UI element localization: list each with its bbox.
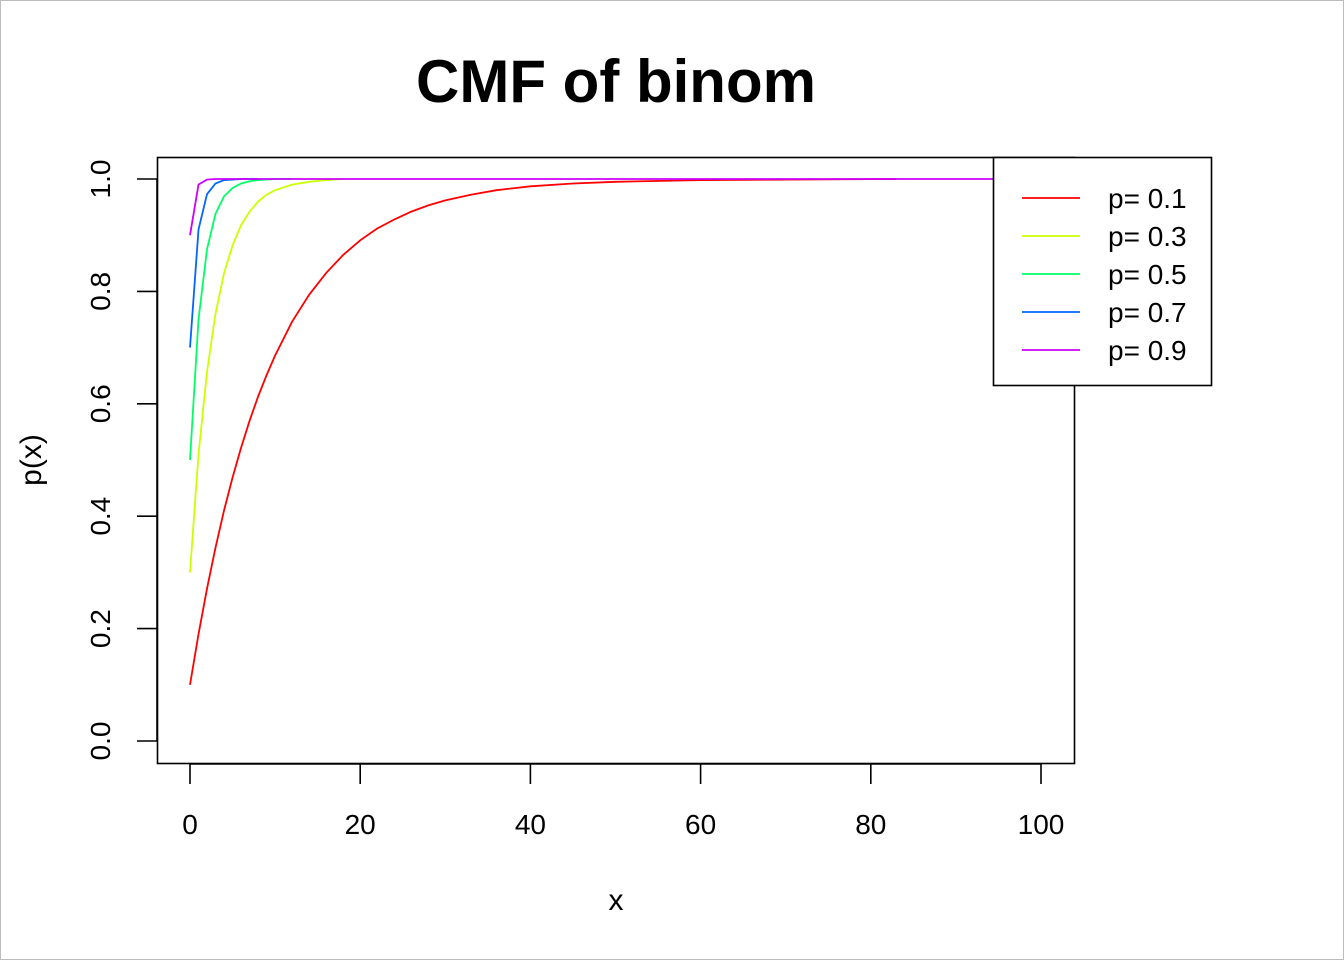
y-tick-label: 0.6 [85, 384, 116, 423]
legend-label-4: p= 0.7 [1108, 297, 1187, 328]
y-axis: 0.0 0.2 0.4 0.6 0.8 1.0 [85, 160, 158, 761]
series-line-3 [189, 178, 293, 461]
y-tick-label: 0.4 [85, 497, 116, 536]
x-tick-label: 100 [1018, 809, 1065, 840]
y-tick-label: 0.8 [85, 272, 116, 311]
legend-label-5: p= 0.9 [1108, 335, 1187, 366]
y-tick-label: 1.0 [85, 160, 116, 199]
legend-label-1: p= 0.1 [1108, 183, 1187, 214]
legend: p= 0.1 p= 0.3 p= 0.5 p= 0.7 p= 0.9 [992, 156, 1213, 387]
x-axis-label: x [609, 884, 624, 917]
series-line-4 [189, 178, 259, 348]
series-line-1 [189, 178, 897, 685]
series-line-5 [189, 178, 1041, 236]
chart-title: CMF of binom [416, 48, 816, 115]
x-tick-label: 40 [515, 809, 546, 840]
y-tick-label: 0.0 [85, 722, 116, 761]
legend-box [992, 156, 1213, 387]
plot-box [156, 156, 1076, 765]
x-axis: 0 20 40 60 80 100 [182, 763, 1065, 840]
y-axis-label: p(x) [15, 434, 48, 486]
legend-label-2: p= 0.3 [1108, 221, 1187, 252]
legend-label-3: p= 0.5 [1108, 259, 1187, 290]
series-line-2 [189, 178, 344, 573]
x-tick-label: 20 [345, 809, 376, 840]
y-tick-label: 0.2 [85, 609, 116, 648]
x-tick-label: 60 [685, 809, 716, 840]
series-layer [189, 178, 1041, 685]
x-tick-label: 80 [855, 809, 886, 840]
x-tick-label: 0 [182, 809, 198, 840]
